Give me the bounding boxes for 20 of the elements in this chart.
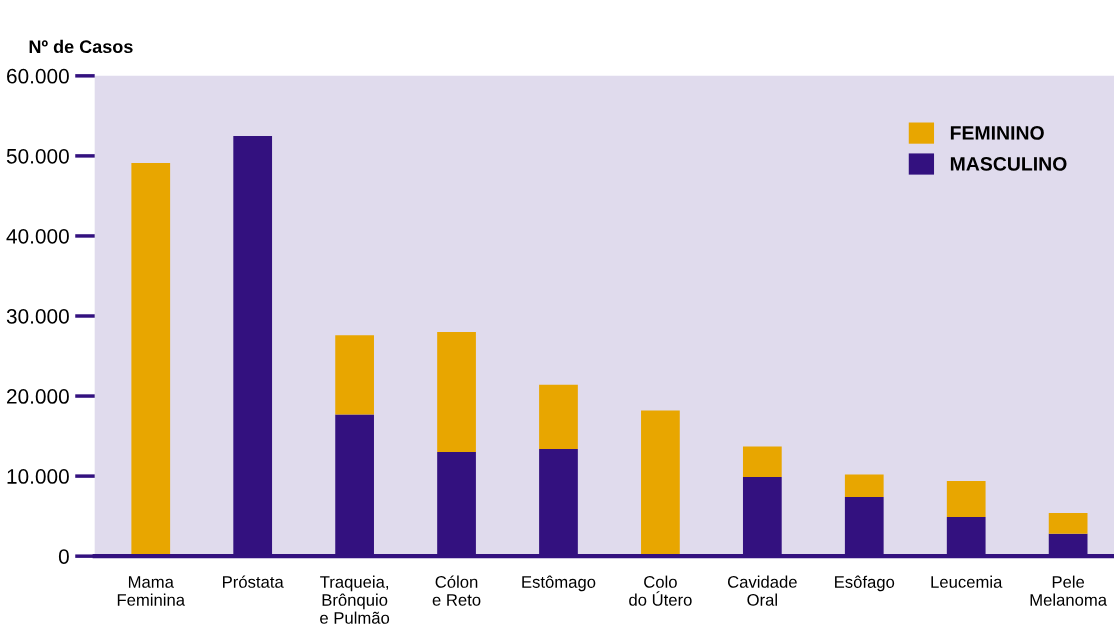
legend-label: MASCULINO bbox=[950, 156, 1067, 171]
x-tick-label: Cólon e Reto bbox=[432, 575, 481, 606]
x-tick-label: Colo do Útero bbox=[629, 575, 692, 606]
x-tick-label: Mama Feminina bbox=[117, 576, 186, 606]
x-tick-label: Esôfago bbox=[835, 575, 895, 592]
x-tick-label: Traqueia, Brônquio e Pulmão bbox=[320, 575, 390, 624]
y-tick-label: 40.000 bbox=[6, 228, 69, 244]
y-tick-label: 60.000 bbox=[7, 68, 69, 84]
x-tick-label: Estômago bbox=[522, 575, 596, 592]
x-tick-label: Cavidade Oral bbox=[727, 575, 797, 606]
y-axis-title: Nº de Casos bbox=[29, 39, 133, 54]
x-tick-label: Próstata bbox=[223, 575, 284, 588]
y-tick-label: 30.000 bbox=[6, 309, 69, 324]
x-tick-label: Leucemia bbox=[931, 575, 1003, 588]
y-tick-label: 50.000 bbox=[6, 148, 69, 164]
x-tick-label: Pele Melanoma bbox=[1030, 575, 1108, 606]
y-tick-label: 0 bbox=[58, 549, 69, 564]
legend-label: FEMININO bbox=[950, 126, 1044, 140]
y-tick-label: 20.000 bbox=[7, 389, 69, 404]
y-tick-label: 10.000 bbox=[7, 469, 69, 484]
